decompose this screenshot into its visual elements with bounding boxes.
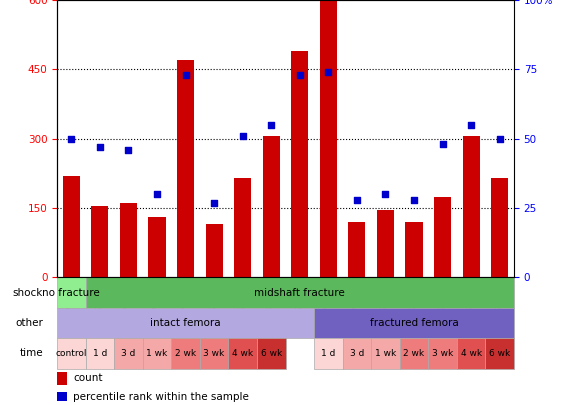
Bar [143, 338, 171, 369]
Bar [314, 338, 343, 369]
Bar [320, 0, 337, 277]
Point [324, 69, 333, 75]
Bar [457, 338, 485, 369]
Text: shock: shock [13, 288, 43, 298]
Text: 3 wk: 3 wk [432, 349, 453, 358]
Point [210, 199, 219, 206]
Text: no fracture: no fracture [42, 288, 100, 298]
Point [124, 147, 133, 153]
Text: 2 wk: 2 wk [175, 349, 196, 358]
Bar [263, 136, 280, 277]
Bar [371, 338, 400, 369]
Bar [463, 136, 480, 277]
Point [352, 196, 361, 203]
Text: midshaft fracture: midshaft fracture [255, 288, 345, 298]
Point [381, 191, 390, 198]
Text: 4 wk: 4 wk [232, 349, 253, 358]
Point [409, 196, 419, 203]
Text: count: count [73, 373, 103, 384]
Text: other: other [15, 318, 43, 328]
Point [95, 144, 104, 150]
Text: 1 d: 1 d [93, 349, 107, 358]
Bar [348, 222, 365, 277]
Bar [91, 206, 108, 277]
Bar [400, 338, 428, 369]
Bar [485, 338, 514, 369]
Text: 2 wk: 2 wk [404, 349, 424, 358]
Bar [377, 210, 394, 277]
Bar [206, 224, 223, 277]
Bar [291, 51, 308, 277]
Text: intact femora: intact femora [150, 318, 221, 328]
Text: 3 d: 3 d [349, 349, 364, 358]
Bar [57, 392, 67, 401]
Text: percentile rank within the sample: percentile rank within the sample [73, 392, 249, 402]
Bar [314, 308, 514, 338]
Bar [171, 338, 200, 369]
Bar [405, 222, 423, 277]
Bar [57, 308, 314, 338]
Bar [63, 176, 80, 277]
Text: 4 wk: 4 wk [461, 349, 481, 358]
Bar [343, 338, 371, 369]
Point [267, 122, 276, 128]
Bar [177, 60, 194, 277]
Text: fractured femora: fractured femora [369, 318, 459, 328]
Bar [200, 338, 228, 369]
Text: 6 wk: 6 wk [260, 349, 282, 358]
Point [238, 133, 247, 139]
Bar [257, 338, 286, 369]
Text: 1 wk: 1 wk [146, 349, 168, 358]
Text: 1 d: 1 d [321, 349, 336, 358]
Point [438, 141, 447, 147]
Point [467, 122, 476, 128]
Point [181, 72, 190, 78]
Text: 6 wk: 6 wk [489, 349, 510, 358]
Text: 1 wk: 1 wk [375, 349, 396, 358]
Text: 3 d: 3 d [121, 349, 136, 358]
Bar [120, 203, 137, 277]
Text: time: time [19, 348, 43, 358]
Bar [434, 196, 451, 277]
Bar [57, 372, 67, 385]
Point [152, 191, 162, 198]
Point [295, 72, 304, 78]
Bar [57, 277, 86, 308]
Text: 3 wk: 3 wk [203, 349, 225, 358]
Bar [491, 178, 508, 277]
Bar [57, 338, 86, 369]
Bar [148, 217, 166, 277]
Bar [428, 338, 457, 369]
Bar [228, 338, 257, 369]
Bar [234, 178, 251, 277]
Text: control: control [55, 349, 87, 358]
Bar [114, 338, 143, 369]
Point [495, 135, 504, 142]
Point [67, 135, 76, 142]
Bar [86, 338, 114, 369]
